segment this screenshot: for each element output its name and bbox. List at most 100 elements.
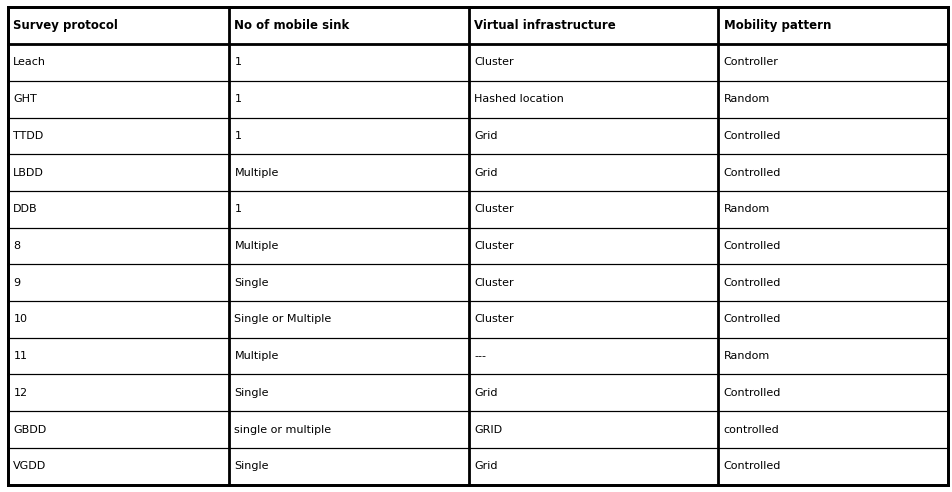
Bar [228,301,468,338]
Text: Grid: Grid [474,388,497,398]
Text: VGDD: VGDD [13,461,47,471]
Text: Random: Random [723,204,769,215]
Bar [228,264,468,301]
Text: Cluster: Cluster [474,58,513,67]
Bar [468,81,717,118]
Bar [228,191,468,228]
Bar [717,7,947,44]
Text: Random: Random [723,94,769,104]
Bar [468,374,717,411]
Bar [8,7,228,44]
Text: Hashed location: Hashed location [474,94,564,104]
Text: Grid: Grid [474,461,497,471]
Bar [717,338,947,374]
Bar [468,7,717,44]
Text: Controlled: Controlled [723,388,780,398]
Text: 1: 1 [234,58,241,67]
Text: Cluster: Cluster [474,314,513,324]
Bar [8,448,228,485]
Text: TTDD: TTDD [13,131,44,141]
Text: Virtual infrastructure: Virtual infrastructure [474,19,615,32]
Text: GRID: GRID [474,425,502,434]
Text: Cluster: Cluster [474,277,513,288]
Bar [8,154,228,191]
Bar [8,301,228,338]
Bar [228,228,468,264]
Bar [8,411,228,448]
Text: GBDD: GBDD [13,425,47,434]
Text: 1: 1 [234,204,241,215]
Bar [228,448,468,485]
Bar [717,44,947,81]
Text: 9: 9 [13,277,20,288]
Bar [8,81,228,118]
Text: DDB: DDB [13,204,38,215]
Text: Grid: Grid [474,131,497,141]
Bar [8,44,228,81]
Text: Controller: Controller [723,58,778,67]
Text: Controlled: Controlled [723,314,780,324]
Bar [717,264,947,301]
Bar [8,374,228,411]
Bar [8,228,228,264]
Bar [468,44,717,81]
Bar [717,154,947,191]
Text: 12: 12 [13,388,28,398]
Bar [228,7,468,44]
Text: Controlled: Controlled [723,461,780,471]
Text: 11: 11 [13,351,28,361]
Text: Random: Random [723,351,769,361]
Bar [8,118,228,154]
Text: Cluster: Cluster [474,241,513,251]
Bar [717,191,947,228]
Text: Controlled: Controlled [723,277,780,288]
Bar [717,228,947,264]
Bar [468,191,717,228]
Bar [717,81,947,118]
Text: 10: 10 [13,314,28,324]
Bar [468,154,717,191]
Text: Controlled: Controlled [723,241,780,251]
Bar [8,191,228,228]
Bar [468,264,717,301]
Bar [468,338,717,374]
Bar [468,228,717,264]
Text: GHT: GHT [13,94,37,104]
Text: ---: --- [474,351,486,361]
Text: single or multiple: single or multiple [234,425,331,434]
Bar [717,374,947,411]
Text: 1: 1 [234,94,241,104]
Text: Single: Single [234,277,268,288]
Bar [468,118,717,154]
Text: Grid: Grid [474,168,497,178]
Text: controlled: controlled [723,425,779,434]
Text: Leach: Leach [13,58,47,67]
Bar [468,301,717,338]
Text: Multiple: Multiple [234,351,279,361]
Bar [228,338,468,374]
Text: 1: 1 [234,131,241,141]
Bar [228,411,468,448]
Bar [228,154,468,191]
Text: Multiple: Multiple [234,168,279,178]
Text: Controlled: Controlled [723,131,780,141]
Text: 8: 8 [13,241,20,251]
Text: Single: Single [234,461,268,471]
Text: Controlled: Controlled [723,168,780,178]
Bar [228,44,468,81]
Text: Single: Single [234,388,268,398]
Text: Multiple: Multiple [234,241,279,251]
Bar [228,118,468,154]
Text: Cluster: Cluster [474,204,513,215]
Text: Survey protocol: Survey protocol [13,19,118,32]
Text: Mobility pattern: Mobility pattern [723,19,830,32]
Bar [717,301,947,338]
Bar [228,81,468,118]
Text: No of mobile sink: No of mobile sink [234,19,349,32]
Bar [468,411,717,448]
Bar [228,374,468,411]
Bar [717,118,947,154]
Bar [8,264,228,301]
Bar [717,448,947,485]
Text: Single or Multiple: Single or Multiple [234,314,331,324]
